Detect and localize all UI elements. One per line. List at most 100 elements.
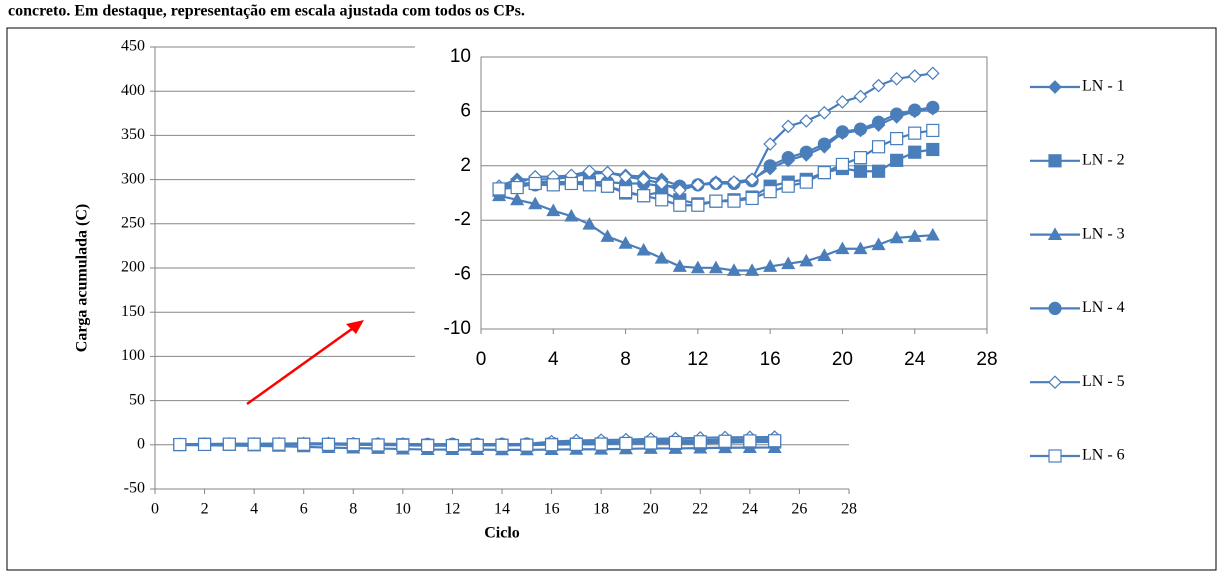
y-tick-label: 6 [460,100,471,121]
marker [799,145,813,159]
x-tick-label: 14 [494,501,510,518]
marker [890,132,904,146]
marker [727,175,741,189]
marker [528,196,543,210]
marker [817,248,832,261]
marker [510,180,524,195]
x-tick-label: 8 [349,501,357,518]
marker [693,435,707,449]
legend-label: LN - 3 [1082,225,1125,242]
marker [871,164,886,178]
y-tick-label: 50 [129,391,145,408]
marker [908,145,922,159]
arrow [246,324,357,406]
legend-label: LN - 6 [1082,447,1125,464]
marker [321,437,336,451]
marker [618,185,633,199]
x-tick-label: 16 [760,349,781,370]
marker [727,194,741,208]
marker [546,178,560,192]
marker [636,242,651,256]
marker [582,164,597,179]
marker [582,178,597,192]
marker [743,434,757,448]
marker [528,176,542,191]
y-tick-label: 250 [121,214,145,231]
y-tick-label: -6 [454,264,471,285]
marker [564,176,578,191]
marker [445,438,460,453]
marker [495,438,509,452]
marker [781,119,796,134]
marker [890,107,904,121]
marker [890,153,904,167]
x-tick-label: 26 [791,501,807,518]
marker [726,263,742,276]
marker [1048,154,1062,168]
x-tick-label: 12 [687,349,708,370]
marker [763,259,778,272]
x-tick-label: 12 [444,501,460,518]
x-tick-label: 22 [692,501,708,518]
marker [709,176,723,191]
x-tick-label: 28 [976,349,997,370]
marker [544,438,559,452]
marker [799,175,813,189]
marker [421,438,435,453]
marker [297,437,311,451]
y-axis-label: Carga acumulada (C) [74,204,91,352]
marker [600,229,615,242]
marker [520,438,534,452]
marker [768,434,782,448]
y-tick-label: -2 [454,209,471,230]
marker [889,71,904,86]
y-tick-label: 0 [137,435,145,452]
marker [708,260,723,274]
x-tick-label: 16 [544,501,560,518]
y-tick-label: 150 [121,303,145,320]
y-tick-label: 400 [121,82,145,99]
caption: concreto. Em destaque, representação em … [8,3,525,20]
marker [853,241,868,255]
marker [835,241,850,255]
legend-label: LN - 1 [1082,78,1125,95]
marker [247,437,261,451]
marker [654,251,669,264]
marker [564,208,579,222]
marker [173,437,187,452]
x-tick-label: 20 [643,501,659,518]
marker [908,126,922,140]
marker [709,194,723,208]
marker [907,229,922,242]
marker [745,172,759,187]
marker [546,203,561,217]
marker [672,259,687,272]
marker [396,438,410,452]
marker [510,192,525,206]
arrow-head [346,320,364,334]
marker [926,123,940,138]
legend-label: LN - 2 [1082,151,1125,168]
marker [781,256,796,270]
marker [763,185,777,199]
y-tick-label: 200 [121,259,145,276]
marker [817,137,831,151]
marker [690,260,705,274]
marker [925,66,940,81]
marker [745,263,760,276]
x-tick-label: 24 [742,501,758,518]
x-tick-label: 0 [151,501,159,518]
legend-label: LN - 5 [1082,373,1125,390]
marker [907,69,922,83]
marker [222,437,236,451]
marker [272,437,286,451]
x-tick-label: 4 [548,349,559,370]
marker [718,434,732,448]
marker [763,137,777,151]
marker [925,227,940,241]
marker [492,182,506,196]
x-tick-label: 10 [395,501,411,518]
marker [853,151,868,165]
inset-chart: -10 -6 -2 2 6 10 0 4 8 12 16 20 24 28 [444,46,998,370]
